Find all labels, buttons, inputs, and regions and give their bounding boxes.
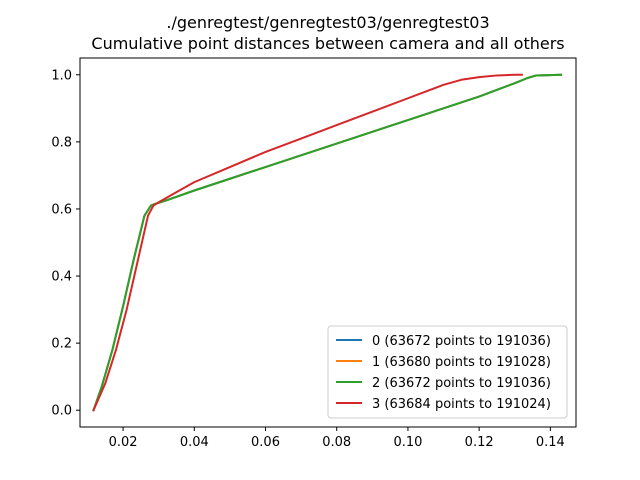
x-tick-label: 0.12	[465, 435, 494, 450]
x-tick-label: 0.06	[251, 435, 280, 450]
series-line-2	[92, 73, 563, 412]
x-tick-label: 0.10	[393, 435, 422, 450]
chart-title: ./genregtest/genregtest03/genregtest03	[166, 13, 489, 32]
x-tick-label: 0.02	[109, 435, 138, 450]
y-tick-label: 0.6	[51, 202, 72, 217]
x-tick-label: 0.04	[180, 435, 209, 450]
series-layer	[92, 73, 563, 412]
legend: 0 (63672 points to 191036) 1 (63680 point…	[327, 325, 568, 419]
x-tick-label: 0.14	[536, 435, 565, 450]
legend-label: 2 (63672 points to 191036)	[372, 376, 551, 391]
ticks-layer: 0.02 0.04 0.06 0.08 0.10 0.12 0.14 0.0 0.2 0.4 0.6…	[51, 68, 565, 450]
y-tick-label: 0.2	[51, 337, 72, 352]
x-tick-label: 0.08	[322, 435, 351, 450]
y-tick-label: 0.4	[51, 270, 72, 285]
y-tick-label: 1.0	[51, 68, 72, 83]
legend-box	[327, 325, 568, 419]
series-line-3	[92, 73, 523, 412]
legend-label: 3 (63684 points to 191024)	[372, 397, 551, 412]
chart-subtitle: Cumulative point distances between camer…	[91, 34, 564, 53]
legend-label: 1 (63680 points to 191028)	[372, 355, 551, 370]
y-tick-label: 0.8	[51, 135, 72, 150]
axes-frame	[79, 57, 577, 428]
y-tick-label: 0.0	[51, 404, 72, 419]
legend-label: 0 (63672 points to 191036)	[372, 334, 551, 349]
